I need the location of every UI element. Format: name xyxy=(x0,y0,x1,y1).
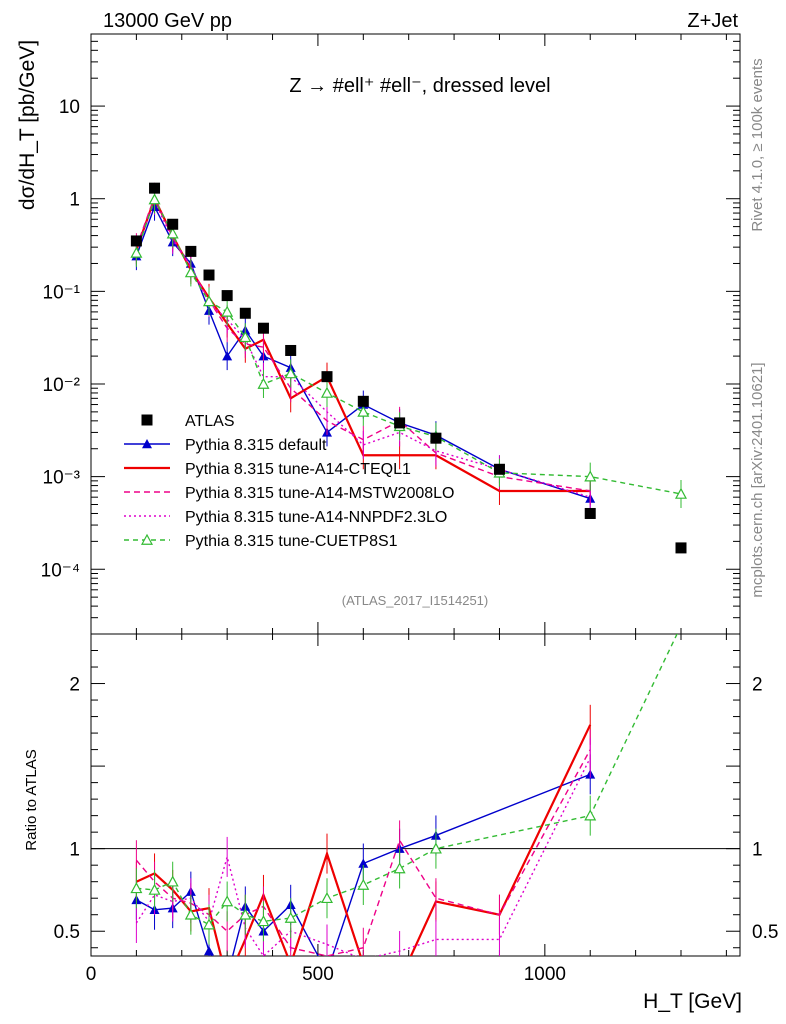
x-tick-label: 0 xyxy=(86,964,97,985)
ratio-marker xyxy=(584,809,597,821)
series-marker xyxy=(221,305,234,317)
series-line-ratio xyxy=(136,634,678,926)
legend-label: Pythia 8.315 tune-A14-CTEQL1 xyxy=(185,461,411,478)
ratio-tick-label-left: 1 xyxy=(69,840,80,861)
ratio-marker xyxy=(357,878,370,890)
series-marker xyxy=(239,330,252,343)
atlas-point xyxy=(285,344,297,356)
y-tick-label: 10⁻⁴ xyxy=(41,560,80,581)
legend-atlas-label: ATLAS xyxy=(185,413,235,430)
series-marker xyxy=(202,295,216,307)
series-line-main xyxy=(135,197,682,495)
ratio-marker xyxy=(184,908,197,920)
series-marker xyxy=(222,351,233,361)
ratio-marker xyxy=(202,918,216,930)
ratio-tick-label-left: 0.5 xyxy=(54,922,80,943)
y-tick-label: 10 xyxy=(59,97,80,118)
y-tick-label: 10⁻³ xyxy=(43,468,81,489)
atlas-point xyxy=(130,235,142,247)
tick-labels: 0 500 1000 10 1 10⁻¹ 10⁻² 10⁻³ 10⁻⁴ 2 2 1 1 0.5 0.5 xyxy=(41,97,779,985)
atlas-point xyxy=(239,307,251,319)
ratio-marker xyxy=(148,883,161,895)
atlas-point xyxy=(493,463,505,475)
ratio-tick-label-right: 2 xyxy=(752,675,763,696)
series-layer xyxy=(130,182,688,956)
series-marker xyxy=(166,227,179,239)
ratio-marker xyxy=(221,895,234,907)
ratio-y-axis-label: Ratio to ATLAS xyxy=(23,749,40,850)
process-label: Z+Jet xyxy=(687,10,738,32)
ratio-marker xyxy=(320,891,334,904)
ratio-marker xyxy=(166,875,179,887)
series-marker xyxy=(357,405,370,417)
chart-title: Z → #ell⁺ #ell⁻, dressed level xyxy=(289,75,550,97)
series-marker xyxy=(284,367,297,379)
ratio-marker xyxy=(284,911,297,923)
atlas-point xyxy=(167,218,179,230)
legend-atlas-marker xyxy=(141,414,153,426)
series-line-main xyxy=(135,198,591,498)
rivet-version-label: Rivet 4.1.0, ≥ 100k events xyxy=(749,58,766,231)
ratio-tick-label-left: 2 xyxy=(69,675,80,696)
atlas-points xyxy=(130,182,687,554)
x-axis-label: H_T [GeV] xyxy=(643,990,742,1013)
series-4 xyxy=(130,185,688,945)
ratio-tick-label-right: 0.5 xyxy=(752,922,778,943)
ratio-tick-label-right: 1 xyxy=(752,840,763,861)
atlas-point xyxy=(394,417,406,429)
atlas-point xyxy=(357,395,369,407)
ratio-marker xyxy=(204,946,214,956)
beam-label: 13000 GeV pp xyxy=(103,10,232,32)
ratio-marker xyxy=(257,915,270,927)
analysis-watermark: (ATLAS_2017_I1514251) xyxy=(342,593,488,608)
series-line-ratio xyxy=(135,757,591,956)
atlas-point xyxy=(430,432,442,444)
ratio-marker xyxy=(393,862,406,874)
atlas-point xyxy=(185,245,197,257)
legend-marker xyxy=(140,533,154,545)
series-marker xyxy=(584,470,597,482)
atlas-point xyxy=(584,507,596,519)
atlas-point xyxy=(257,322,269,334)
legend: ATLAS Pythia 8.315 default Pythia 8.315 tu… xyxy=(124,413,454,550)
series-marker xyxy=(257,377,270,389)
legend-label: Pythia 8.315 tune-A14-MSTW2008LO xyxy=(185,485,454,502)
legend-label: Pythia 8.315 tune-A14-NNPDF2.3LO xyxy=(185,509,447,526)
series-marker xyxy=(148,193,161,205)
atlas-point xyxy=(675,542,687,554)
x-tick-label: 500 xyxy=(302,964,334,985)
ratio-marker xyxy=(358,858,369,868)
series-3 xyxy=(135,186,591,956)
legend-marker xyxy=(142,439,152,449)
x-tick-label: 1000 xyxy=(524,964,566,985)
mcplots-label: mcplots.cern.ch [arXiv:2401.10621] xyxy=(749,362,766,597)
series-marker xyxy=(674,487,688,499)
legend-label: Pythia 8.315 tune-CUETP8S1 xyxy=(185,533,398,550)
y-axis-label: dσ/dH_T [pb/GeV] xyxy=(16,40,39,210)
ratio-marker xyxy=(429,842,442,854)
atlas-point xyxy=(149,182,161,194)
y-tick-label: 1 xyxy=(69,190,80,211)
atlas-point xyxy=(321,371,333,383)
ratio-marker xyxy=(239,908,252,920)
y-tick-label: 10⁻² xyxy=(43,375,81,396)
atlas-point xyxy=(221,290,233,302)
legend-label: Pythia 8.315 default xyxy=(185,437,327,454)
series-marker xyxy=(184,266,197,278)
series-marker xyxy=(320,386,334,398)
ratio-marker xyxy=(130,882,143,894)
ratio-plot-frame xyxy=(90,633,741,957)
axis-ticks xyxy=(90,33,740,956)
atlas-point xyxy=(203,269,215,281)
series-marker xyxy=(130,246,143,258)
y-tick-label: 10⁻¹ xyxy=(43,282,81,303)
